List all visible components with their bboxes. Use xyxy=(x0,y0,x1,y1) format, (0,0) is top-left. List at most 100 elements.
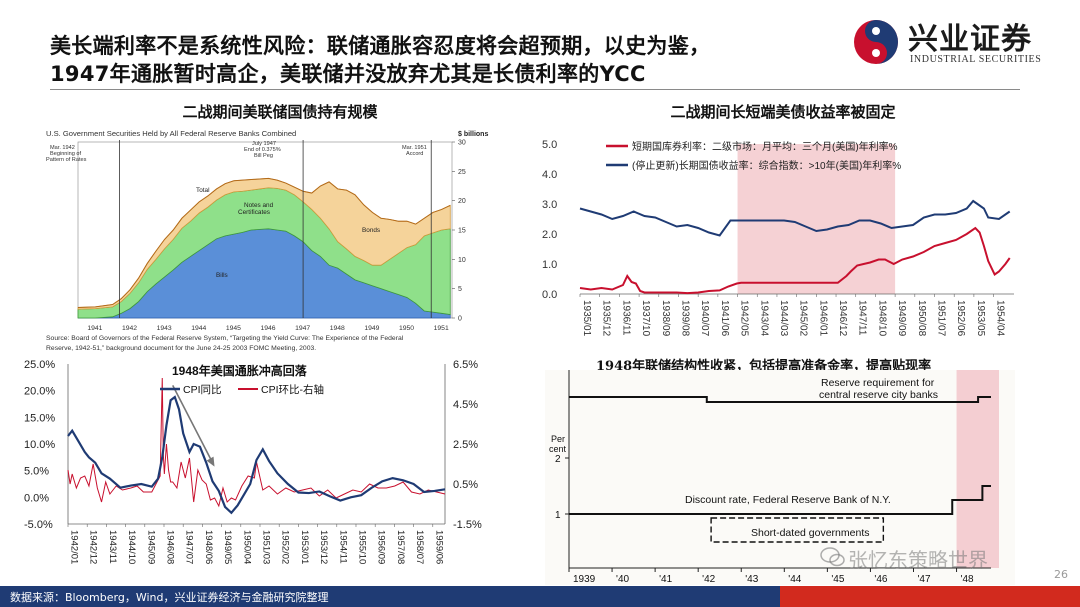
y-tick-label: 1.0 xyxy=(542,259,557,271)
discount-rate-line xyxy=(569,485,991,515)
total-line xyxy=(77,177,451,308)
footer-source: 数据来源：Bloomberg，Wind，兴业证券经济与金融研究院整理 xyxy=(10,591,329,604)
y-tick-label: 3.0 xyxy=(542,199,557,211)
x-tick-label: 1956/09 xyxy=(376,530,387,564)
area-label-bills: Bills xyxy=(216,272,228,279)
short-dated-label: Short-dated governments xyxy=(751,527,869,539)
x-tick-label: 1942/01 xyxy=(69,530,80,564)
x-tick-label: 1951/07 xyxy=(936,300,947,337)
y-tick-label: 0.0 xyxy=(542,289,557,301)
x-tick-label: '46 xyxy=(874,574,887,585)
panel3-chart: -5.0% 0.0% 5.0% 10.0% 15.0% 20.0% 25.0% -1.5% 0.… xyxy=(24,359,482,564)
x-tick-label: 1948/06 xyxy=(203,530,214,564)
logo-subtitle: INDUSTRIAL SECURITIES xyxy=(910,54,1042,65)
x-tick-label: '45 xyxy=(831,574,844,585)
y-tick-label: 2.0 xyxy=(542,229,557,241)
anno-jul1947-line3: Bill Peg xyxy=(254,153,273,159)
discount-label: Discount rate, Federal Reserve Bank of N… xyxy=(685,494,891,506)
panel1-chart: U.S. Government Securities Held by All F… xyxy=(46,129,488,352)
panel1-unit: $ billions xyxy=(458,131,488,138)
y-tick-label: 0 xyxy=(458,316,462,323)
x-tick-label: 1947/11 xyxy=(857,300,868,336)
reserve-label-line2: central reserve city banks xyxy=(819,389,938,401)
x-tick-label: '41 xyxy=(659,574,672,585)
x-tick-label: 1943/11 xyxy=(107,530,118,564)
x-tick-label: 1939/08 xyxy=(679,300,690,337)
x-tick-label: 1950/08 xyxy=(916,300,927,337)
legend-short-rate: 短期国库券利率：二级市场：月平均：三个月(美国)年利率% xyxy=(632,140,898,153)
short-dated-box xyxy=(710,517,885,543)
anno-jul1947-line1: July 1947 xyxy=(252,141,276,147)
y-tick-label: 5 xyxy=(458,286,462,293)
x-tick-label: 1957/08 xyxy=(395,530,406,564)
x-tick-label: 1945/09 xyxy=(145,530,156,564)
x-tick-label: 1941/06 xyxy=(719,300,730,337)
anno-mar1951-line1: Mar. 1951 xyxy=(402,145,427,151)
x-tick-label: 1958/07 xyxy=(414,530,425,564)
x-tick-label: 1946/01 xyxy=(817,300,828,337)
anno-mar1942-line1: Mar. 1942 xyxy=(50,145,75,151)
panel3-chart-title: 1948年美国通胀冲高回落 xyxy=(172,363,308,378)
x-tick-label: 1942 xyxy=(122,325,137,332)
y-left-tick-label: 5.0% xyxy=(24,466,49,478)
y-right-tick-label: 0.5% xyxy=(453,479,478,491)
x-tick-label: 1944 xyxy=(191,325,206,332)
page-number: 26 xyxy=(1054,568,1068,581)
x-tick-label: 1954/04 xyxy=(995,300,1006,337)
watermark: 张忆东策略世界 xyxy=(848,548,988,572)
x-tick-label: 1949/09 xyxy=(896,300,907,337)
x-tick-label: 1943 xyxy=(157,325,172,332)
panel2-title: 二战期间长短端美债收益率被固定 xyxy=(670,103,896,121)
x-tick-label: 1953/05 xyxy=(975,300,986,337)
x-tick-label: 1952/02 xyxy=(280,530,291,564)
x-tick-label: 1940/07 xyxy=(699,300,710,337)
x-tick-label: '43 xyxy=(745,574,758,585)
x-tick-label: 1952/06 xyxy=(955,300,966,337)
y-tick-label: 2 xyxy=(555,454,561,465)
anno-mar1951-line2: Accord xyxy=(406,151,423,157)
company-logo: 兴业证券 INDUSTRIAL SECURITIES xyxy=(852,14,1072,74)
x-tick-label: 1943/04 xyxy=(758,300,769,337)
y-tick-label: 4.0 xyxy=(542,169,557,181)
panel1-chart-title: U.S. Government Securities Held by All F… xyxy=(46,129,296,138)
cpi-mom-line xyxy=(67,377,446,508)
logo-name: 兴业证券 xyxy=(908,22,1032,57)
y-tick-label: 20 xyxy=(458,198,466,205)
x-tick-label: 1953/01 xyxy=(299,530,310,564)
panel1-source-line1: Source: Board of Governors of the Federa… xyxy=(46,335,404,342)
x-tick-label: '40 xyxy=(616,574,629,585)
x-tick-label: 1950 xyxy=(399,325,414,332)
panel1-source-line2: Reserve, 1942-51,” background document f… xyxy=(46,345,316,352)
panel4-chart: 2 1 1939 '40 '41 '42 '43 '44 '45 '46 '47 '48 Reserv… xyxy=(545,370,1015,585)
slide-title-line2: 1947年通胀暂时高企，美联储并没放弃尤其是长债利率的YCC xyxy=(50,62,646,86)
x-tick-label: '47 xyxy=(917,574,930,585)
x-tick-label: 1947/07 xyxy=(184,530,195,564)
x-tick-label: 1949 xyxy=(364,325,379,332)
x-tick-label: 1948/10 xyxy=(876,300,887,337)
x-tick-label: 1939 xyxy=(573,574,596,585)
circle-swirl-logo-icon xyxy=(854,20,898,64)
reserve-label-line1: Reserve requirement for xyxy=(821,377,935,389)
legend-cpi-mom: CPI环比-右轴 xyxy=(261,383,324,396)
panel1-title: 二战期间美联储国债持有规模 xyxy=(182,103,378,121)
short-rate-line xyxy=(579,226,1011,295)
area-label-total: Total xyxy=(196,187,210,194)
x-tick-label: 1949/05 xyxy=(222,530,233,564)
x-tick-label: 1941 xyxy=(87,325,102,332)
x-tick-label: 1935/01 xyxy=(581,300,592,337)
cpi-yoy-line xyxy=(67,395,446,515)
x-tick-label: '42 xyxy=(702,574,715,585)
wechat-icon xyxy=(820,547,845,567)
y-left-tick-label: -5.0% xyxy=(24,519,53,531)
y-right-tick-label: 6.5% xyxy=(453,359,478,371)
y-tick-label: 30 xyxy=(458,140,466,147)
x-tick-label: 1946/12 xyxy=(837,300,848,337)
x-tick-label: 1951 xyxy=(434,325,449,332)
x-tick-label: 1938/09 xyxy=(660,300,671,337)
x-tick-label: 1954/11 xyxy=(337,530,348,564)
x-tick-label: 1946/08 xyxy=(164,530,175,564)
panel2-chart: 0.0 1.0 2.0 3.0 4.0 5.0 1935/01 1935/12 1936/11 1… xyxy=(542,139,1014,337)
x-tick-label: '44 xyxy=(788,574,801,585)
y-left-tick-label: 0.0% xyxy=(24,492,49,504)
x-tick-label: 1955/10 xyxy=(356,530,367,564)
